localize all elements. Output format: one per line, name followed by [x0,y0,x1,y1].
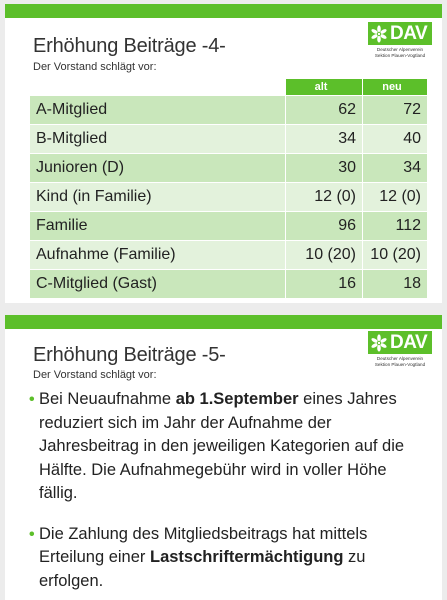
row-alt: 34 [286,125,362,153]
row-neu: 72 [363,96,427,124]
row-alt: 96 [286,212,362,240]
row-name: B-Mitglied [30,125,285,153]
slide-subtitle: Der Vorstand schlägt vor: [33,369,157,381]
table-row: Familie 96 112 [30,212,427,240]
row-name: C-Mitglied (Gast) [30,270,285,298]
bullet-text-post: zu erfolgen. [39,548,366,590]
row-neu: 18 [363,270,427,298]
table-row: Aufnahme (Familie) 10 (20) 10 (20) [30,241,427,269]
slide-title: Erhöhung Beiträge -5- [33,344,226,366]
row-neu: 40 [363,125,427,153]
dav-logo-line1: Deutscher Alpenverein [376,47,424,52]
row-alt: 16 [286,270,362,298]
row-neu: 12 (0) [363,183,427,211]
row-alt: 30 [286,154,362,182]
bullet-item: • Die Zahlung des Mitgliedsbeitrags hat … [29,523,429,594]
dav-logo-box: DAV [368,331,432,354]
dav-logo-box: DAV [368,22,432,45]
dav-logo-line1: Deutscher Alpenverein [376,356,424,361]
row-alt: 62 [286,96,362,124]
bullet-text-pre: Bei Neuaufnahme [39,390,176,408]
bullet-list: • Bei Neuaufnahme ab 1.September eines J… [29,388,429,593]
row-neu: 34 [363,154,427,182]
edelweiss-icon [368,22,390,45]
dav-logo-text: DAV [390,23,428,44]
bullet-text-bold: Lastschriftermächtigung [149,548,344,566]
row-neu: 10 (20) [363,241,427,269]
slide-top-bar [5,4,442,18]
slide-top-bar [5,315,442,329]
header-alt: alt [286,79,362,95]
bullet-text-pre: Die Zahlung des Mitgliedsbeitrags hat mi… [39,524,368,567]
slide-beitraege-5: Erhöhung Beiträge -5- Der Vorstand schlä… [5,315,442,600]
row-name: Junioren (D) [30,154,285,182]
dav-logo-line2: Sektion Plauen-Vogtland [374,53,426,58]
bullet-dot-icon: • [29,525,35,543]
dav-logo-text: DAV [390,332,428,353]
table-row: B-Mitglied 34 40 [30,125,427,153]
row-alt: 12 (0) [286,183,362,211]
dav-logo: DAV Deutscher Alpenverein Sektion Plauen… [368,331,432,373]
bullet-text-bold: ab 1.September [175,390,299,408]
bullet-dot-icon: • [29,391,35,408]
bullet-text-post: eines Jahres reduziert sich im Jahr der … [39,390,405,502]
row-name: Familie [30,212,285,240]
dav-logo: DAV Deutscher Alpenverein Sektion Plauen… [368,22,432,64]
edelweiss-icon [368,331,390,354]
table-row: Kind (in Familie) 12 (0) 12 (0) [30,183,427,211]
table-row: Junioren (D) 30 34 [30,154,427,182]
header-neu: neu [363,79,427,95]
fee-table: alt neu A-Mitglied 62 72 B-Mitglied 34 4… [30,79,427,298]
bullet-item: • Bei Neuaufnahme ab 1.September eines J… [29,388,429,506]
bullet-text: Bei Neuaufnahme ab 1.September eines Jah… [39,388,429,506]
bullet-text: Die Zahlung des Mitgliedsbeitrags hat mi… [39,523,429,594]
slide-beitraege-4: Erhöhung Beiträge -4- Der Vorstand schlä… [5,4,442,303]
table-row: A-Mitglied 62 72 [30,96,427,124]
row-name: Kind (in Familie) [30,183,285,211]
row-name: A-Mitglied [30,96,285,124]
row-neu: 112 [363,212,427,240]
slide-title: Erhöhung Beiträge -4- [33,35,226,57]
table-row: C-Mitglied (Gast) 16 18 [30,270,427,298]
dav-logo-line2: Sektion Plauen-Vogtland [374,362,426,367]
slide-subtitle: Der Vorstand schlägt vor: [33,61,157,73]
header-name [30,79,285,95]
row-name: Aufnahme (Familie) [30,241,285,269]
row-alt: 10 (20) [286,241,362,269]
table-header: alt neu [30,79,427,95]
